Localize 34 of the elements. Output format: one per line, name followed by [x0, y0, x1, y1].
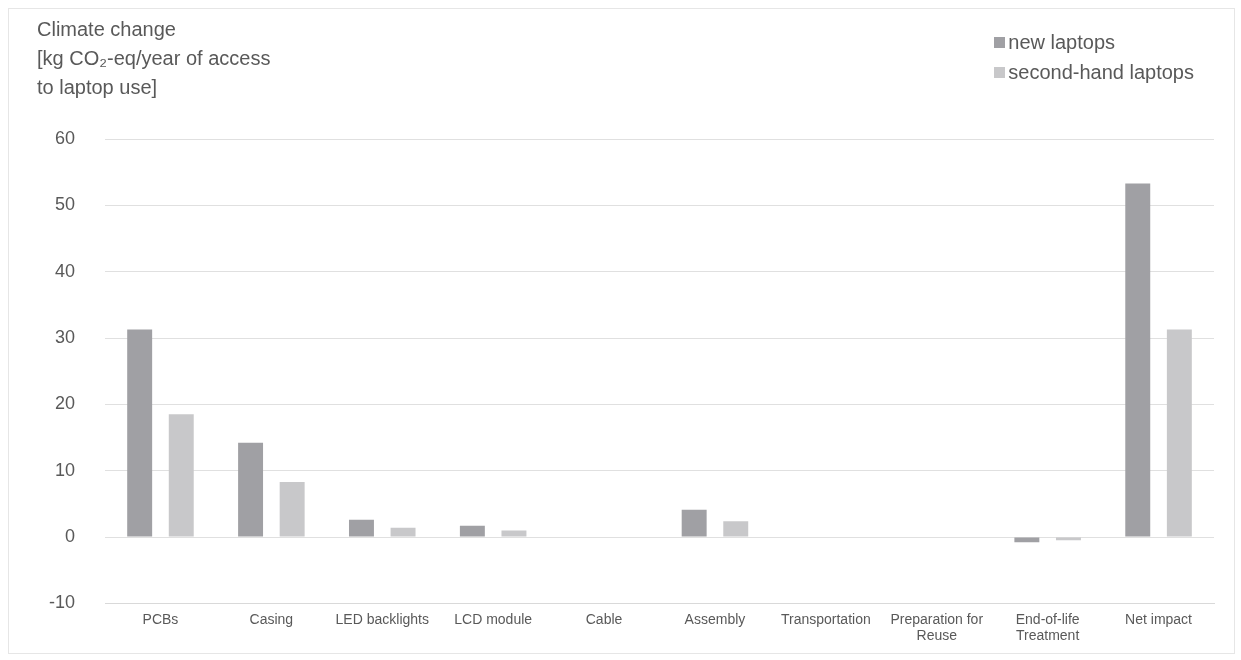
x-tick-label: LED backlights — [335, 610, 429, 627]
y-tick-label: 10 — [54, 459, 76, 480]
y-tick-label: 40 — [54, 260, 76, 281]
y-tick-label: 50 — [54, 194, 76, 215]
x-tick-label: Casing — [249, 610, 294, 627]
x-tick-label: LCD module — [454, 610, 533, 627]
chart-title: Climate change — [37, 17, 177, 42]
x-tick-label: PCBs — [142, 610, 179, 627]
bar — [390, 527, 416, 537]
y-tick-label: 60 — [54, 127, 76, 148]
y-axis-title: [kg CO₂-eq/year of access to laptop use] — [37, 46, 272, 100]
y-tick-label: 20 — [54, 393, 76, 414]
x-tick-label: Cable — [585, 610, 623, 627]
bar — [127, 329, 153, 537]
bar — [348, 519, 374, 537]
bar — [168, 414, 194, 537]
bar — [681, 509, 707, 537]
legend-label: new laptops — [1008, 30, 1116, 55]
x-tick-label: Preparation for Reuse — [890, 610, 984, 644]
x-tick-label: End-of-life Treatment — [1015, 610, 1080, 644]
bar — [723, 521, 749, 537]
bar — [238, 442, 264, 537]
x-tick-label: Net impact — [1125, 610, 1193, 627]
bar — [1125, 183, 1151, 537]
x-tick-label: Assembly — [684, 610, 746, 627]
y-tick-label: 30 — [54, 327, 76, 347]
y-tick-label: -10 — [49, 592, 76, 613]
bar — [1166, 329, 1192, 537]
y-tick-label: 0 — [65, 526, 76, 547]
legend-label: second-hand laptops — [1008, 60, 1194, 85]
x-tick-label: Transportation — [780, 610, 871, 627]
bar — [501, 530, 527, 537]
bar — [279, 481, 305, 537]
bar — [459, 525, 485, 537]
